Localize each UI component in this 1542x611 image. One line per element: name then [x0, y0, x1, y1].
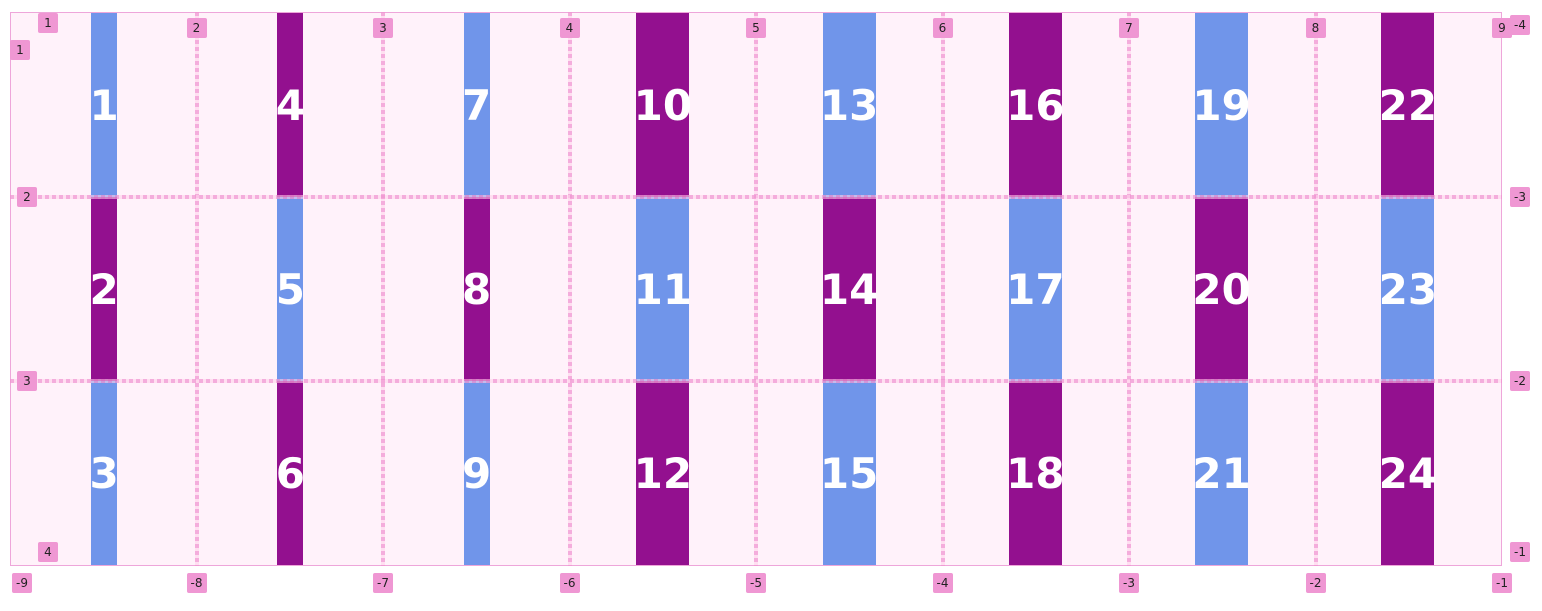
- grid-item: 4: [276, 13, 305, 197]
- grid-line: [940, 12, 945, 566]
- column-line-number: -5: [746, 573, 766, 593]
- grid-line: [10, 194, 1502, 199]
- grid-item: 17: [1006, 197, 1065, 381]
- grid-item: 12: [634, 381, 692, 565]
- grid-line: [381, 12, 385, 566]
- grid-item: 8: [462, 197, 491, 381]
- grid-item: 13: [820, 13, 878, 197]
- row-line-number: 2: [17, 186, 37, 207]
- grid-line: [1127, 12, 1131, 566]
- column-line-number: -3: [1119, 573, 1139, 593]
- column-line-number: -2: [1305, 573, 1326, 593]
- grid-item: 23: [1379, 197, 1437, 381]
- grid-line: [10, 379, 1502, 384]
- column-line-number: -6: [559, 573, 580, 593]
- grid-item: 10: [634, 13, 692, 197]
- column-line-number: -7: [373, 573, 393, 593]
- column-line-number: 8: [1305, 18, 1326, 38]
- row-line-number: 4: [38, 542, 58, 562]
- column-line-number: 6: [932, 18, 953, 38]
- grid-line: [194, 12, 199, 566]
- grid-item: 14: [820, 197, 878, 381]
- grid-item: 18: [1006, 381, 1065, 565]
- column-line-number: -1: [1492, 573, 1512, 593]
- row-line-number: -3: [1510, 186, 1530, 207]
- column-line-number: 1: [38, 13, 58, 33]
- grid-item: 2: [90, 197, 119, 381]
- grid-item: 9: [462, 381, 491, 565]
- grid-item: 1: [90, 13, 119, 197]
- grid-item: 20: [1192, 197, 1251, 381]
- grid-item: 21: [1192, 381, 1251, 565]
- row-line-number: -2: [1510, 371, 1530, 392]
- row-line-number: -1: [1510, 542, 1530, 562]
- column-line-number: -4: [932, 573, 953, 593]
- grid-line: [1313, 12, 1318, 566]
- grid-line: [567, 12, 572, 566]
- grid-line: [754, 12, 758, 566]
- column-line-number: 2: [186, 18, 207, 38]
- row-line-number: 3: [17, 371, 37, 392]
- grid-item: 11: [634, 197, 692, 381]
- column-line-number: 5: [746, 18, 766, 38]
- column-line-number: -8: [186, 573, 207, 593]
- grid-item: 24: [1379, 381, 1437, 565]
- column-line-number: 9: [1492, 18, 1512, 38]
- grid-item: 7: [462, 13, 491, 197]
- column-line-number: -9: [12, 573, 32, 593]
- grid-item: 15: [820, 381, 878, 565]
- grid-item: 16: [1006, 13, 1065, 197]
- column-line-number: 3: [373, 18, 393, 38]
- row-line-number: -4: [1510, 15, 1530, 35]
- grid-item: 6: [276, 381, 305, 565]
- grid-item: 22: [1379, 13, 1437, 197]
- row-line-number: 1: [10, 40, 30, 60]
- grid-item: 5: [276, 197, 305, 381]
- grid-item: 19: [1192, 13, 1251, 197]
- column-line-number: 4: [559, 18, 580, 38]
- column-line-number: 7: [1119, 18, 1139, 38]
- grid-item: 3: [90, 381, 119, 565]
